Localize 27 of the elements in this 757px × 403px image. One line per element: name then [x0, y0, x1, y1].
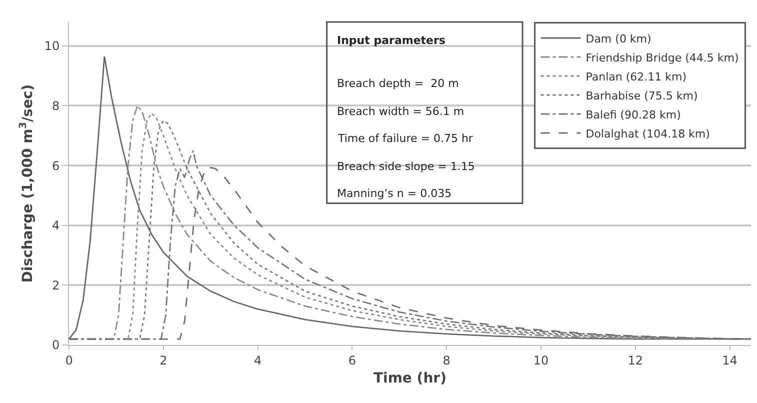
x-tick-label: 8 — [442, 353, 450, 368]
y-tick-label: 10 — [44, 39, 60, 54]
annotation: Breach depth = 20 m — [337, 77, 459, 90]
x-tick-label: 10 — [533, 353, 549, 368]
x-tick-label: 4 — [254, 353, 262, 368]
legend-label: Friendship Bridge (44.5 km) — [586, 51, 739, 64]
x-tick-label: 6 — [348, 353, 356, 368]
y-tick-label: 2 — [52, 278, 60, 292]
legend-label: Balefi (90.28 km) — [586, 108, 681, 122]
y-tick-label: 4 — [52, 218, 60, 233]
annotation: Manning’s n = 0.035 — [337, 187, 452, 200]
x-tick-label: 2 — [160, 353, 168, 368]
y-tick-label: 6 — [52, 158, 60, 173]
x-tick-label: 14 — [722, 353, 738, 368]
x-tick-label: 12 — [628, 353, 644, 368]
legend-label: Dam (0 km) — [586, 32, 652, 46]
y-tick-label: 0 — [52, 338, 60, 352]
annotation: Time of failure = 0.75 hr — [337, 132, 474, 145]
x-tick-label: 0 — [65, 353, 73, 368]
annotation: Breach side slope = 1.15 — [337, 160, 475, 173]
legend-label: Dolalghat (104.18 km) — [586, 127, 710, 140]
annotation: Breach width = 56.1 m — [337, 105, 464, 118]
x-axis-title: Time (hr) — [374, 370, 446, 387]
legend-label: Panlan (62.11 km) — [586, 70, 687, 84]
y-tick-label: 8 — [52, 98, 60, 113]
legend-label: Barhabise (75.5 km) — [586, 89, 698, 102]
annotation: Input parameters — [337, 34, 446, 47]
